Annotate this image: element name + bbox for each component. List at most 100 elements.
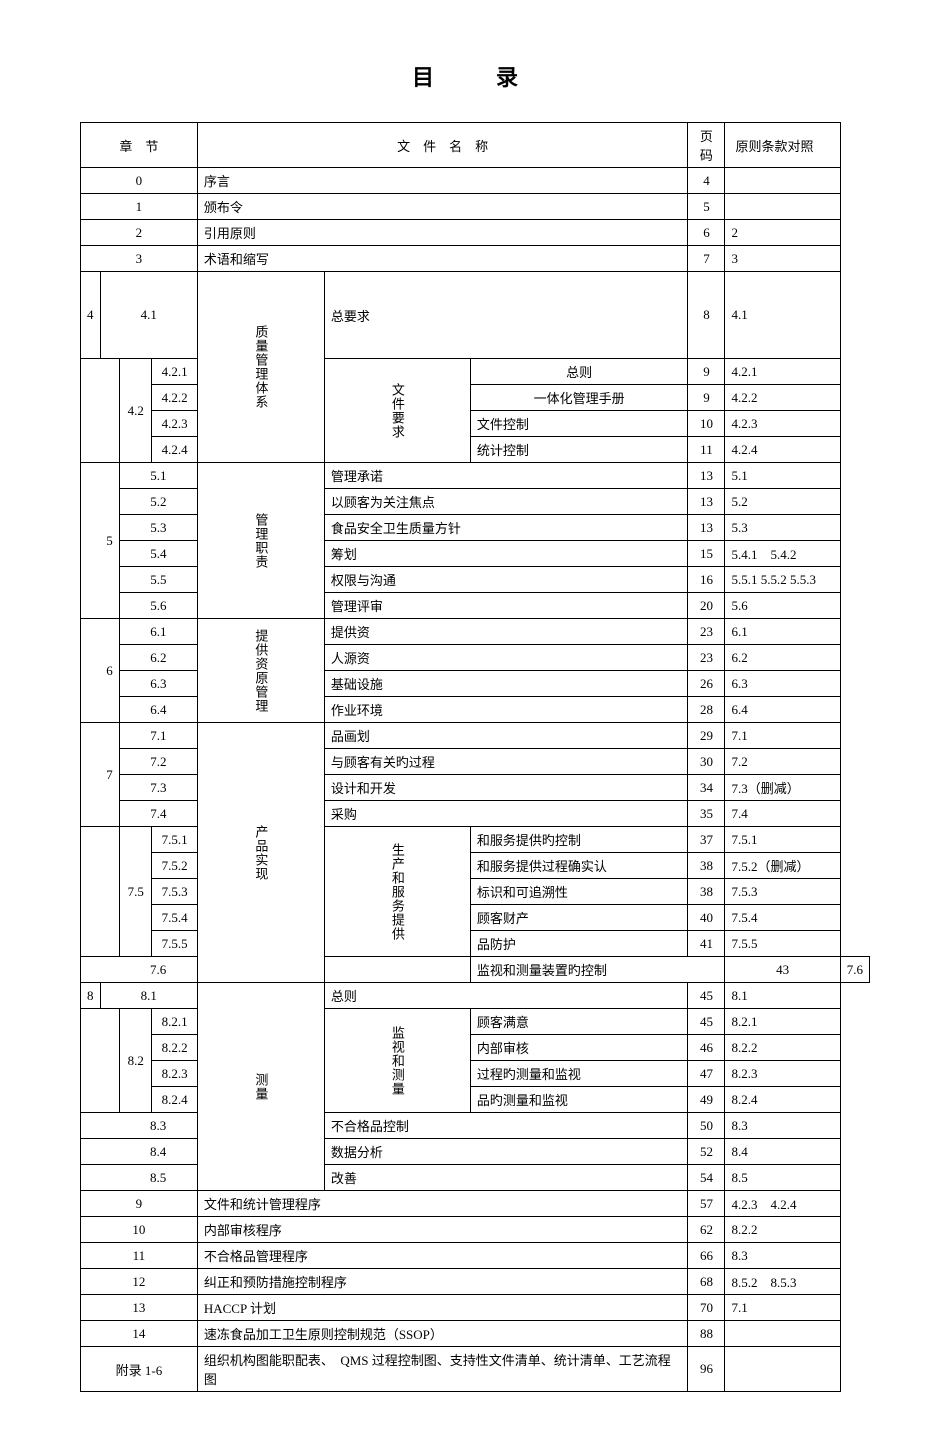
header-ref: 原则条款对照 bbox=[725, 123, 840, 168]
cell-chapter: 13 bbox=[81, 1295, 198, 1321]
cell-chapter-r: 5.3 bbox=[119, 515, 197, 541]
cell-chapter-l: 4.2 bbox=[119, 359, 151, 463]
table-row: 0 序言 4 bbox=[81, 168, 870, 194]
cell-chapter-r: 7.5.2 bbox=[152, 853, 197, 879]
header-chapter: 章 节 bbox=[81, 123, 198, 168]
cell-chapter-r: 4.2.2 bbox=[152, 385, 197, 411]
cell-ref: 5.4.1 5.4.2 bbox=[725, 541, 840, 567]
group-prod: 产品实现 bbox=[197, 723, 324, 983]
cell-ref: 7.3（删减） bbox=[725, 775, 840, 801]
table-row: 9 文件和统计管理程序 57 4.2.3 4.2.4 bbox=[81, 1191, 870, 1217]
cell-chapter-r: 8.2.3 bbox=[152, 1061, 197, 1087]
table-row: 11 不合格品管理程序 66 8.3 bbox=[81, 1243, 870, 1269]
cell-ref: 7.5.4 bbox=[725, 905, 840, 931]
cell-ref bbox=[725, 1321, 840, 1347]
cell-ref: 8.5 bbox=[725, 1165, 840, 1191]
cell-chapter-l: 7 bbox=[100, 723, 119, 827]
cell-page: 49 bbox=[688, 1087, 725, 1113]
cell-chapter: 附录 1-6 bbox=[81, 1347, 198, 1392]
cell-page: 10 bbox=[688, 411, 725, 437]
cell-chapter-r: 8.5 bbox=[119, 1165, 197, 1191]
cell-chapter-r: 8.2.2 bbox=[152, 1035, 197, 1061]
cell-name: 序言 bbox=[197, 168, 688, 194]
cell-ref: 4.2.1 bbox=[725, 359, 840, 385]
cell-chapter-r: 8.2.4 bbox=[152, 1087, 197, 1113]
cell-name: 提供资 bbox=[324, 619, 688, 645]
cell-page: 38 bbox=[688, 853, 725, 879]
cell-chapter: 12 bbox=[81, 1269, 198, 1295]
cell-name: 一体化管理手册 bbox=[470, 385, 688, 411]
cell-name: 内部审核 bbox=[470, 1035, 688, 1061]
cell-ref: 5.2 bbox=[725, 489, 840, 515]
cell-chapter-r: 5.2 bbox=[119, 489, 197, 515]
table-row: 12 纠正和预防措施控制程序 68 8.5.2 8.5.3 bbox=[81, 1269, 870, 1295]
page-title: 目 录 bbox=[80, 60, 870, 92]
cell-chapter: 3 bbox=[81, 246, 198, 272]
cell-chapter-r: 7.5.4 bbox=[152, 905, 197, 931]
cell-name: 不合格品控制 bbox=[324, 1113, 688, 1139]
group-supply: 生产和服务提供 bbox=[324, 827, 470, 957]
cell-page: 13 bbox=[688, 489, 725, 515]
group-measure: 测量 bbox=[197, 983, 324, 1191]
cell-page: 9 bbox=[688, 385, 725, 411]
cell-chapter: 9 bbox=[81, 1191, 198, 1217]
cell-name: 文件和统计管理程序 bbox=[197, 1191, 688, 1217]
cell-chapter: 11 bbox=[81, 1243, 198, 1269]
cell-page: 96 bbox=[688, 1347, 725, 1392]
header-page: 页码 bbox=[688, 123, 725, 168]
header-docname: 文 件 名 称 bbox=[197, 123, 688, 168]
cell-page: 47 bbox=[688, 1061, 725, 1087]
cell-page: 9 bbox=[688, 359, 725, 385]
table-row: 13 HACCP 计划 70 7.1 bbox=[81, 1295, 870, 1321]
cell-ref bbox=[725, 1347, 840, 1392]
cell-page: 45 bbox=[688, 983, 725, 1009]
header-row: 章 节 文 件 名 称 页码 原则条款对照 bbox=[81, 123, 870, 168]
cell-page: 57 bbox=[688, 1191, 725, 1217]
cell-name: 基础设施 bbox=[324, 671, 688, 697]
cell-ref: 7.4 bbox=[725, 801, 840, 827]
cell-chapter-r: 8.3 bbox=[119, 1113, 197, 1139]
cell-page: 13 bbox=[688, 463, 725, 489]
group-docreq: 文件要求 bbox=[324, 359, 470, 463]
cell-ref: 8.3 bbox=[725, 1113, 840, 1139]
cell-name: 权限与沟通 bbox=[324, 567, 688, 593]
cell-name: 和服务提供过程确实认 bbox=[470, 853, 688, 879]
toc-table: 章 节 文 件 名 称 页码 原则条款对照 0 序言 4 1 颁布令 5 2 引… bbox=[80, 122, 870, 1392]
cell-chapter-r: 8.2.1 bbox=[152, 1009, 197, 1035]
cell-name: 作业环境 bbox=[324, 697, 688, 723]
cell-name: 筹划 bbox=[324, 541, 688, 567]
cell-page: 8 bbox=[688, 272, 725, 359]
cell-chapter-r: 7.1 bbox=[119, 723, 197, 749]
cell-page: 46 bbox=[688, 1035, 725, 1061]
cell-ref: 2 bbox=[725, 220, 840, 246]
cell-chapter-r: 5.1 bbox=[119, 463, 197, 489]
cell-name: 管理评审 bbox=[324, 593, 688, 619]
cell-chapter-r: 8.4 bbox=[119, 1139, 197, 1165]
cell-ref: 7.6 bbox=[840, 957, 869, 983]
cell-ref: 7.1 bbox=[725, 1295, 840, 1321]
cell-page: 68 bbox=[688, 1269, 725, 1295]
cell-ref: 8.2.4 bbox=[725, 1087, 840, 1113]
table-row: 7 7.1 产品实现 品画划 29 7.1 bbox=[81, 723, 870, 749]
cell-name: 速冻食品加工卫生原则控制规范（SSOP） bbox=[197, 1321, 688, 1347]
cell-name: 采购 bbox=[324, 801, 688, 827]
cell-page: 13 bbox=[688, 515, 725, 541]
cell-name: 不合格品管理程序 bbox=[197, 1243, 688, 1269]
table-row: 4 4.1 质量管理体系 总要求 8 4.1 bbox=[81, 272, 870, 359]
cell-ref: 8.1 bbox=[725, 983, 840, 1009]
cell-page: 62 bbox=[688, 1217, 725, 1243]
cell-page: 5 bbox=[688, 194, 725, 220]
cell-ref: 8.4 bbox=[725, 1139, 840, 1165]
cell-ref: 4.2.2 bbox=[725, 385, 840, 411]
group-monitor: 监视和测量 bbox=[324, 1009, 470, 1113]
cell-chapter-r: 4.2.4 bbox=[152, 437, 197, 463]
cell-name: 组织机构图能职配表、 QMS 过程控制图、支持性文件清单、统计清单、工艺流程图 bbox=[197, 1347, 688, 1392]
cell-name: 改善 bbox=[324, 1165, 688, 1191]
group-qms: 质量管理体系 bbox=[197, 272, 324, 463]
cell-page: 34 bbox=[688, 775, 725, 801]
cell-ref: 4.2.3 4.2.4 bbox=[725, 1191, 840, 1217]
group-mgmt: 管理职责 bbox=[197, 463, 324, 619]
cell-page: 41 bbox=[688, 931, 725, 957]
cell-page: 88 bbox=[688, 1321, 725, 1347]
cell-chapter-r: 7.3 bbox=[119, 775, 197, 801]
